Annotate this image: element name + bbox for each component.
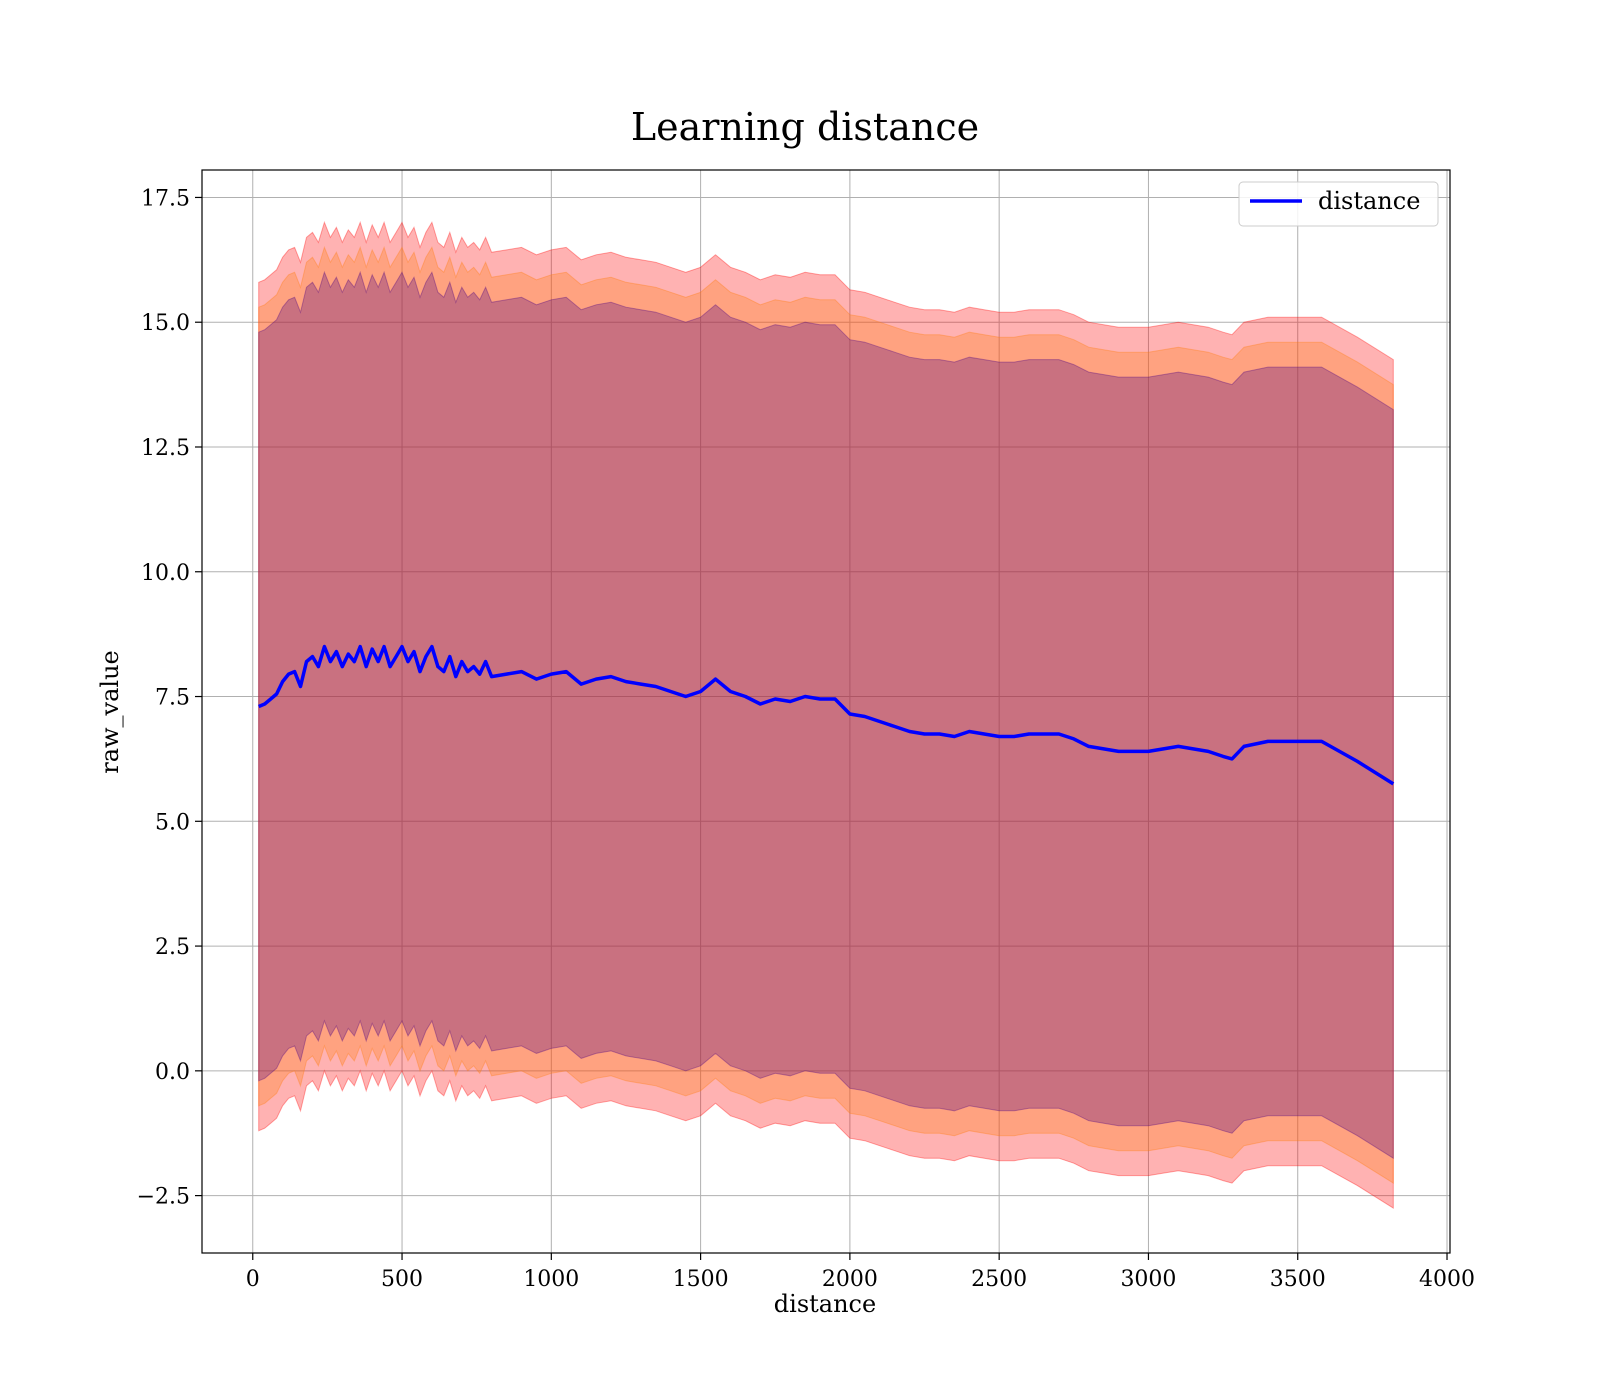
legend: distance bbox=[1238, 181, 1439, 227]
x-axis-label: distance bbox=[774, 1290, 876, 1318]
y-axis-label: raw_value bbox=[96, 650, 124, 774]
y-axis-ticks: −2.5 0.0 2.5 5.0 7.5 10.0 12.5 15.0 17.5 bbox=[137, 186, 202, 1210]
confidence-bands bbox=[258, 220, 1394, 1210]
x-tick-label: 500 bbox=[381, 1267, 423, 1292]
legend-label-distance: distance bbox=[1318, 187, 1420, 215]
y-tick-label: 10.0 bbox=[141, 561, 190, 586]
x-tick-label: 1000 bbox=[523, 1267, 579, 1292]
x-tick-label: 2000 bbox=[822, 1267, 878, 1292]
y-tick-label: 5.0 bbox=[155, 810, 190, 835]
legend-box bbox=[1238, 181, 1439, 227]
series-lines bbox=[258, 644, 1395, 786]
x-tick-label: 3000 bbox=[1120, 1267, 1176, 1292]
x-tick-label: 2500 bbox=[971, 1267, 1027, 1292]
y-tick-label: 17.5 bbox=[141, 186, 190, 211]
y-tick-label: −2.5 bbox=[137, 1185, 190, 1210]
x-tick-label: 4000 bbox=[1419, 1267, 1475, 1292]
y-tick-label: 7.5 bbox=[155, 686, 190, 711]
plot-area-frame bbox=[201, 169, 1451, 1254]
y-tick-label: 2.5 bbox=[155, 935, 190, 960]
chart-title: Learning distance bbox=[631, 105, 979, 149]
x-tick-label: 1500 bbox=[673, 1267, 729, 1292]
confidence-band-0 bbox=[258, 220, 1394, 1210]
confidence-band-2 bbox=[258, 270, 1394, 1160]
x-tick-label: 3500 bbox=[1270, 1267, 1326, 1292]
y-tick-label: 15.0 bbox=[141, 311, 190, 336]
grid-lines bbox=[202, 170, 1450, 1253]
confidence-band-1 bbox=[258, 245, 1394, 1185]
y-tick-label: 0.0 bbox=[155, 1060, 190, 1085]
x-axis-ticks: 0 500 1000 1500 2000 2500 3000 3500 4000 bbox=[246, 1253, 1475, 1292]
x-tick-label: 0 bbox=[246, 1267, 260, 1292]
series-line-distance bbox=[258, 644, 1395, 786]
y-tick-label: 12.5 bbox=[141, 436, 190, 461]
